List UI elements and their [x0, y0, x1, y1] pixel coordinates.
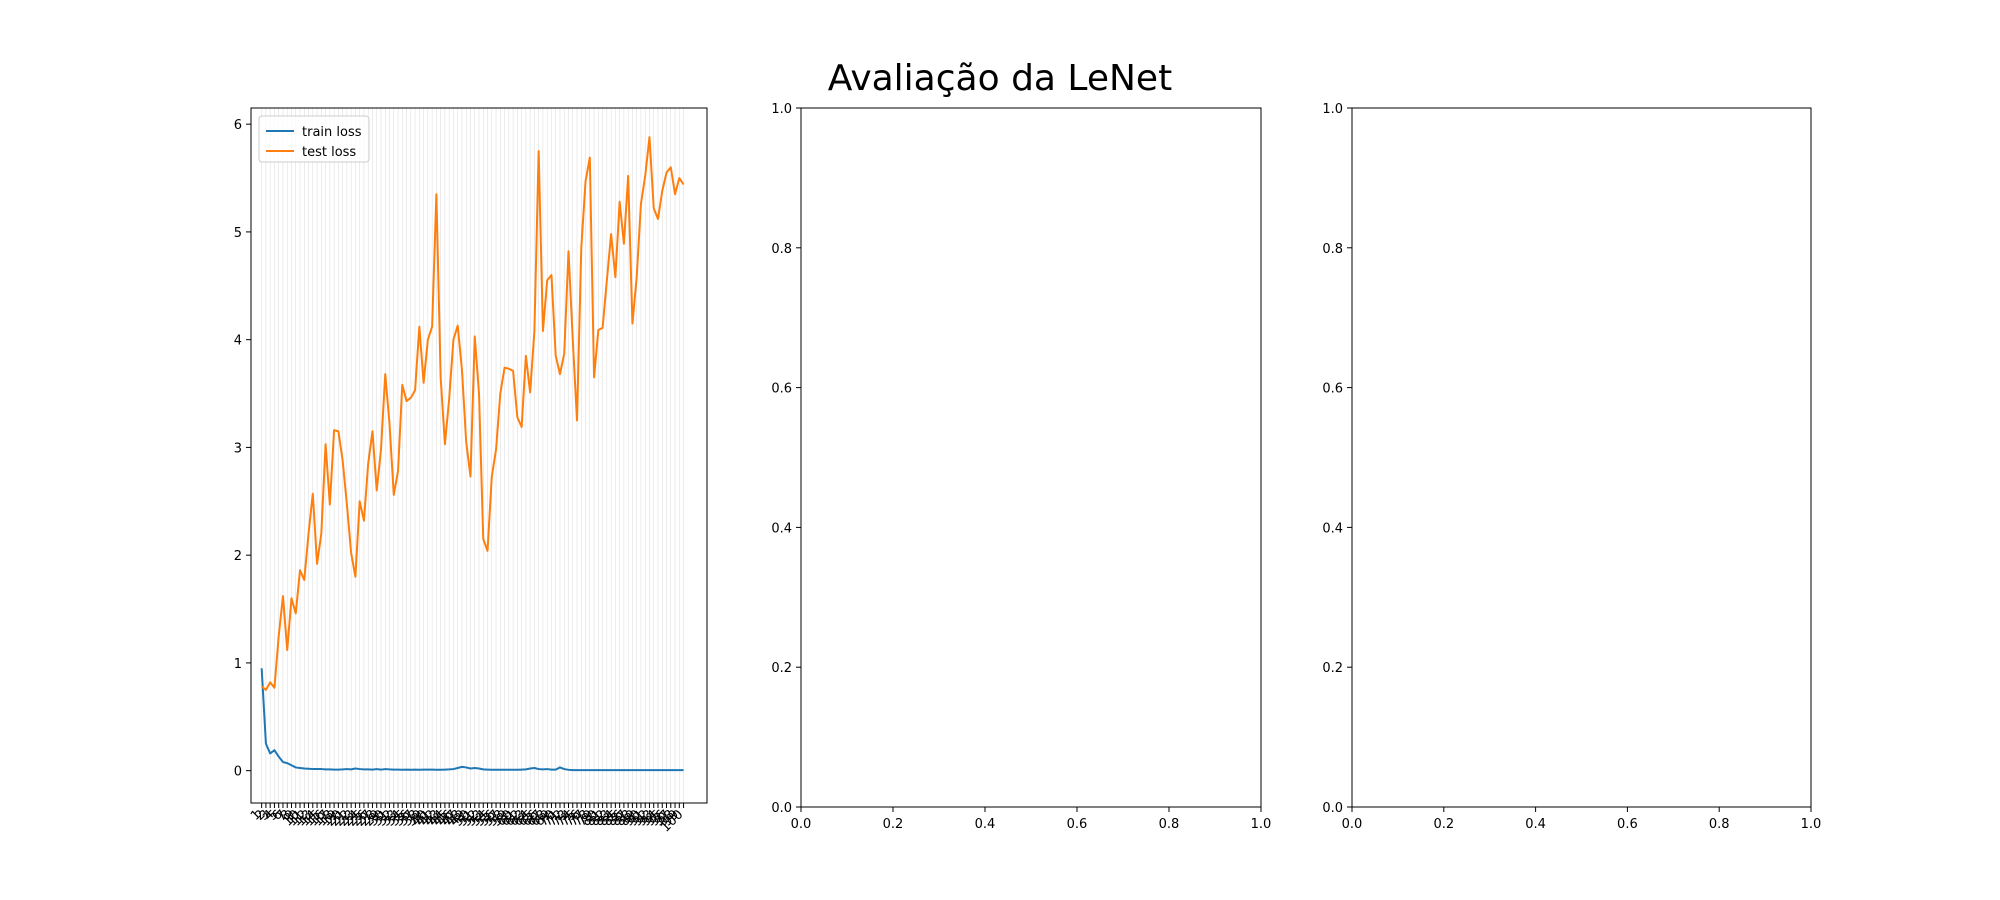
x-tick-label: 0.8 — [1709, 817, 1730, 832]
x-tick-label: 0.2 — [1433, 817, 1454, 832]
legend-label: test loss — [302, 145, 356, 160]
axes-frame — [1351, 107, 1812, 808]
y-tick-label: 0.6 — [1322, 382, 1343, 397]
x-tick-label: 0.6 — [1067, 817, 1088, 832]
figure-title: Avaliação da LeNet — [828, 58, 1172, 99]
y-tick-label: 0.2 — [771, 661, 792, 676]
x-tick-label: 0.0 — [791, 817, 812, 832]
legend-label: train loss — [302, 125, 362, 140]
y-tick-label: 0.0 — [1322, 801, 1343, 816]
series-line-test-loss — [261, 136, 685, 691]
x-tick-label: 0.4 — [975, 817, 996, 832]
y-tick-label: 2 — [234, 549, 242, 564]
y-tick-label: 1.0 — [1322, 102, 1343, 117]
x-tick-label: 1.0 — [1251, 817, 1272, 832]
series-line-train-loss — [260, 668, 684, 772]
x-tick-label: 0.2 — [883, 817, 904, 832]
x-tick-label: 0.4 — [1525, 817, 1546, 832]
y-tick-label: 0.2 — [1322, 661, 1343, 676]
x-tick-label: 1.0 — [1801, 817, 1822, 832]
y-tick-label: 0.4 — [771, 521, 792, 536]
y-tick-label: 0.6 — [771, 382, 792, 397]
y-tick-label: 0 — [234, 765, 242, 780]
y-tick-label: 5 — [234, 226, 242, 241]
y-tick-label: 3 — [234, 441, 242, 456]
empty-axes-3: 0.0 0.2 0.4 0.6 0.8 1.0 0.0 0.2 0.4 0.6 0.8 1.0 — [1322, 102, 1821, 832]
y-tick-label: 1 — [234, 657, 242, 672]
x-tick-label: 0.8 — [1159, 817, 1180, 832]
y-tick-label: 1.0 — [771, 102, 792, 117]
y-tick-label: 0.8 — [771, 242, 792, 257]
x-tick-label: 0.0 — [1342, 817, 1363, 832]
y-tick-label: 0.0 — [771, 801, 792, 816]
axes-frame — [800, 107, 1262, 808]
legend: train loss test loss — [258, 115, 370, 163]
empty-axes-2: 0.0 0.2 0.4 0.6 0.8 1.0 0.0 0.2 0.4 0.6 0.8 1.0 — [771, 102, 1271, 832]
x-grid — [261, 108, 684, 803]
y-tick-label: 0.4 — [1322, 521, 1343, 536]
x-tick-label: 0.6 — [1617, 817, 1638, 832]
loss-axes: 0123456123456789101112131415161718192021… — [234, 107, 708, 835]
y-tick-label: 0.8 — [1322, 242, 1343, 257]
y-tick-label: 4 — [234, 334, 242, 349]
y-tick-label: 6 — [234, 118, 242, 133]
